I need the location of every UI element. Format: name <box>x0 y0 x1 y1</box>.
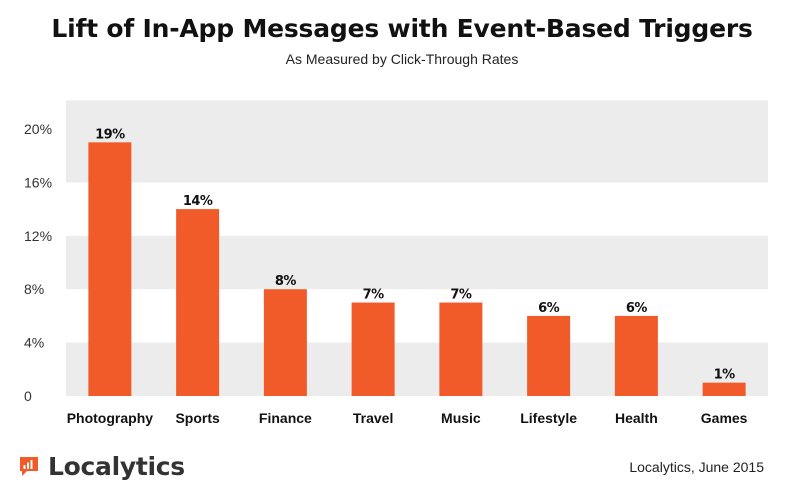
y-tick-label: 4% <box>24 335 44 351</box>
x-tick-label: Music <box>441 410 481 426</box>
localytics-logo: Localytics <box>18 451 185 481</box>
bar <box>702 382 746 396</box>
chart-title: Lift of In-App Messages with Event-Based… <box>51 14 753 43</box>
bar <box>88 142 132 396</box>
bar <box>263 289 307 396</box>
y-tick-label: 16% <box>24 174 52 190</box>
bars: 19% 14% 8% 7% 7% 6% 6% 1% <box>88 127 746 396</box>
x-tick-label: Health <box>615 410 658 426</box>
y-tick-label: 20% <box>24 121 52 137</box>
data-label: 6% <box>626 301 648 316</box>
grid-band <box>66 342 768 396</box>
x-tick-label: Lifestyle <box>520 410 577 426</box>
source-note: Localytics, June 2015 <box>629 459 764 475</box>
data-label: 7% <box>450 288 472 303</box>
logo-text: Localytics <box>48 451 185 481</box>
bar <box>527 315 571 396</box>
x-tick-label: Sports <box>175 410 220 426</box>
x-tick-label: Finance <box>259 410 312 426</box>
chart-subtitle: As Measured by Click-Through Rates <box>285 51 519 67</box>
grid-band <box>66 129 768 183</box>
y-tick-label: 0 <box>24 388 32 404</box>
y-tick-label: 12% <box>24 228 52 244</box>
data-label: 19% <box>95 127 125 142</box>
bar <box>439 302 483 396</box>
bar <box>176 209 220 396</box>
x-axis-labels: Photography Sports Finance Travel Music Lifes… <box>67 410 748 426</box>
y-axis-ticks: 0 4% 8% 12% 16% 20% <box>24 121 52 404</box>
data-label: 7% <box>363 288 385 303</box>
grid-bands <box>66 100 768 396</box>
data-label: 6% <box>538 301 560 316</box>
bar-chart-bubble-icon <box>20 457 38 476</box>
bar <box>351 302 395 396</box>
bar <box>614 315 658 396</box>
data-label: 14% <box>183 194 213 209</box>
data-label: 8% <box>275 274 297 289</box>
grid-band <box>66 235 768 290</box>
grid-band <box>66 100 768 129</box>
x-tick-label: Travel <box>353 410 393 426</box>
data-label: 1% <box>714 368 736 383</box>
x-tick-label: Photography <box>67 410 154 426</box>
y-tick-label: 8% <box>24 281 44 297</box>
x-tick-label: Games <box>701 410 748 426</box>
